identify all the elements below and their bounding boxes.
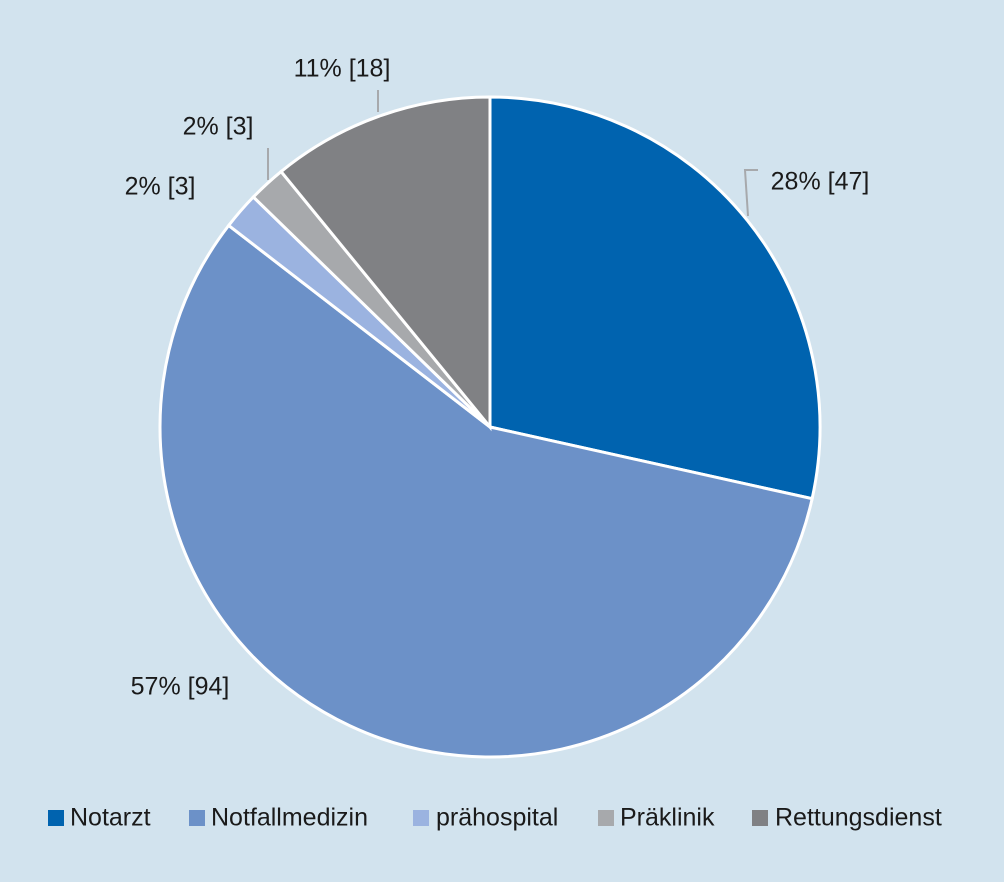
data-label: 11% [18]: [294, 55, 391, 83]
data-label: 57% [94]: [131, 673, 230, 701]
legend-swatch: [189, 810, 205, 826]
leader-line: [743, 169, 758, 217]
pie-slice: [488, 95, 822, 501]
legend-label: Notfallmedizin: [211, 804, 368, 832]
legend-label: prähospital: [436, 804, 558, 832]
data-label: 28% [47]: [771, 168, 870, 196]
legend-swatch: [598, 810, 614, 826]
legend-swatch: [48, 810, 64, 826]
data-label: 2% [3]: [125, 173, 196, 201]
pie-slice: [278, 95, 492, 432]
legend-swatch: [413, 810, 429, 826]
legend-label: Notarzt: [70, 804, 151, 832]
legend-label: Präklinik: [620, 804, 715, 832]
legend-swatch: [752, 810, 768, 826]
pie-slice: [158, 223, 814, 759]
data-label: 2% [3]: [183, 113, 254, 141]
legend-label: Rettungsdienst: [775, 804, 942, 832]
